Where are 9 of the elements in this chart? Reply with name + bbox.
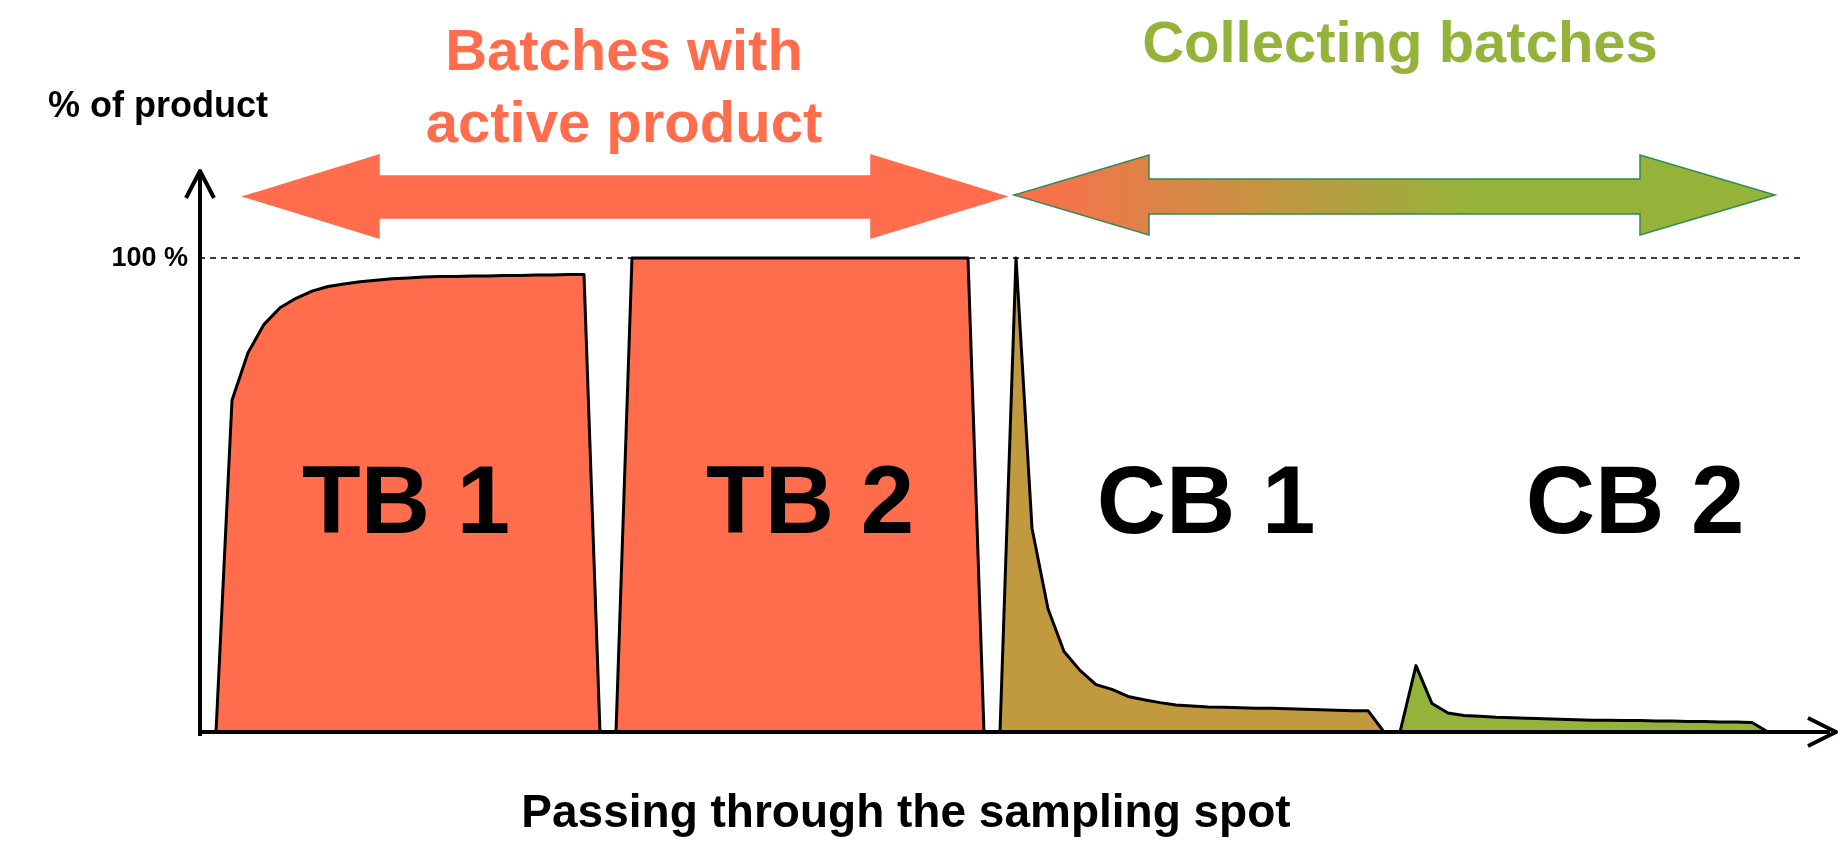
annotation: TB 2 bbox=[705, 445, 915, 555]
annotation: TB 1 bbox=[301, 445, 511, 555]
x-axis-title: Passing through the sampling spot bbox=[520, 784, 1292, 839]
annotation: CB 1 bbox=[1095, 445, 1317, 555]
ref-line-label: 100 % bbox=[111, 242, 188, 272]
text: Batches with active product bbox=[424, 15, 824, 156]
annotation: CB 2 bbox=[1524, 445, 1746, 555]
y-axis-title: % of product bbox=[47, 82, 269, 127]
text: Collecting batches bbox=[1141, 7, 1659, 76]
